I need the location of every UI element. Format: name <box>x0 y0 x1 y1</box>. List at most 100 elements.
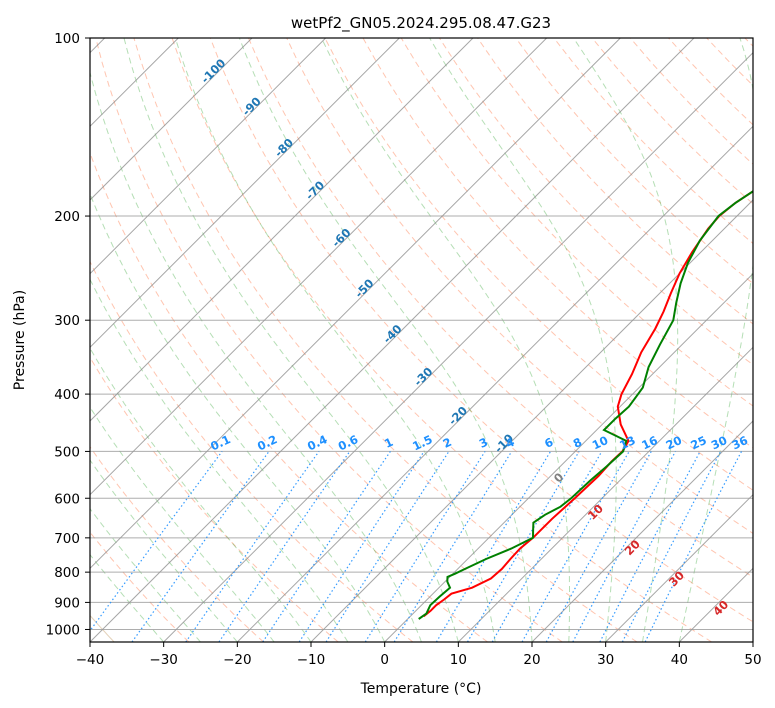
dry-adiabat <box>553 38 753 245</box>
isotherm-line <box>384 272 753 642</box>
moist-adiabat <box>321 38 571 642</box>
mixing-ratio-label: 8 <box>571 435 584 451</box>
dry-adiabat <box>744 38 753 47</box>
isotherm-line <box>678 567 753 642</box>
y-tick-label: 1000 <box>46 622 80 638</box>
y-tick-label: 500 <box>54 444 80 460</box>
mixing-ratio-line <box>131 451 270 642</box>
x-tick-label: 10 <box>450 652 467 668</box>
dry-adiabat <box>324 38 753 491</box>
isotherm-line <box>310 199 753 642</box>
mixing-ratio-line <box>262 451 391 642</box>
dry-adiabat <box>668 38 753 126</box>
y-tick-label: 400 <box>54 387 80 403</box>
moist-adiabat <box>123 38 459 642</box>
mixing-ratio-label: 25 <box>688 433 708 452</box>
theta-e-label: 10 <box>585 501 606 522</box>
y-tick-label: 200 <box>54 209 80 225</box>
mixing-ratio-line <box>545 451 652 642</box>
mixing-ratio-label: 36 <box>730 433 750 452</box>
mixing-ratio-line <box>325 451 450 642</box>
moist-adiabat <box>90 459 238 642</box>
theta-e-label: 0 <box>551 470 567 486</box>
mixing-ratio-label: 16 <box>639 433 659 452</box>
dry-adiabat <box>706 38 753 87</box>
mixing-ratio-line <box>644 451 743 642</box>
plot-frame <box>89 37 754 643</box>
mixing-ratio-line <box>435 451 552 642</box>
y-axis-label: Pressure (hPa) <box>12 290 28 390</box>
mixing-ratio-line <box>393 451 513 642</box>
dry-adiabat <box>286 38 753 535</box>
isotherm-label: -20 <box>446 403 471 428</box>
mixing-ratio-line <box>599 451 701 642</box>
y-tick-label: 600 <box>54 491 80 507</box>
dry-adiabat <box>95 38 563 642</box>
x-axis-label: Temperature (°C) <box>360 681 482 697</box>
isotherm-line <box>90 38 327 275</box>
isotherm-label: -40 <box>380 322 405 347</box>
isotherm-line <box>90 38 253 201</box>
isotherm-line <box>531 420 753 642</box>
isotherm-label: -60 <box>329 225 354 250</box>
isotherm-line <box>236 125 753 642</box>
moist-adiabat <box>90 553 165 642</box>
moist-adiabat <box>90 406 275 642</box>
isotherm-label: -80 <box>272 135 297 160</box>
x-tick-label: 0 <box>380 652 389 668</box>
moist-adiabat <box>90 192 386 642</box>
x-tick-label: −40 <box>76 652 105 668</box>
mixing-ratio-line <box>218 451 351 642</box>
mixing-ratio-line <box>621 451 722 642</box>
dry-adiabat <box>248 38 753 578</box>
mixing-ratio-line <box>521 451 630 642</box>
x-tick-label: 20 <box>523 652 540 668</box>
mixing-ratio-line <box>298 451 425 642</box>
temperature-profile-line <box>422 190 753 618</box>
mixing-ratio-label: 30 <box>709 433 729 452</box>
isotherm-line <box>163 51 753 642</box>
theta-e-label: 20 <box>622 537 643 558</box>
mixing-ratio-line <box>185 451 320 642</box>
moist-adiabat <box>678 38 753 642</box>
mixing-ratio-line <box>572 451 677 642</box>
moist-adiabat <box>174 38 496 642</box>
y-tick-label: 100 <box>54 31 80 47</box>
x-tick-label: −10 <box>297 652 326 668</box>
y-tick-label: 800 <box>54 565 80 581</box>
isotherm-line <box>605 493 753 642</box>
moist-adiabat <box>238 38 533 642</box>
x-tick-label: 30 <box>597 652 614 668</box>
isotherm-label: -90 <box>239 94 264 119</box>
mixing-ratio-label: 0.1 <box>208 432 232 453</box>
chart-title: wetPf2_GN05.2024.295.08.47.G23 <box>291 14 551 33</box>
mixing-ratio-label: 3 <box>477 435 490 451</box>
isotherm-label: -70 <box>303 178 328 203</box>
dry-adiabat <box>90 151 488 642</box>
moist-adiabat <box>90 70 422 642</box>
y-tick-label: 300 <box>54 313 80 329</box>
mixing-ratio-label: 10 <box>590 433 610 452</box>
mixing-ratio-label: 0.6 <box>336 432 360 453</box>
isotherm-line <box>90 38 548 496</box>
mixing-ratio-label: 6 <box>542 435 555 451</box>
isotherm-line <box>457 346 753 642</box>
dry-adiabat <box>591 38 753 205</box>
dry-adiabat <box>133 38 638 642</box>
isotherm-line <box>90 38 400 349</box>
moist-adiabat <box>90 347 312 642</box>
mixing-ratio-label: 20 <box>664 433 684 452</box>
dry-adiabat <box>515 38 753 285</box>
dry-adiabat <box>90 445 264 642</box>
theta-e-label: 30 <box>666 568 687 589</box>
mixing-ratio-label: 0.4 <box>305 432 329 453</box>
mixing-ratio-line <box>90 451 223 632</box>
dry-adiabat <box>171 38 712 642</box>
mixing-ratio-label: 0.2 <box>255 432 279 453</box>
moist-adiabat <box>90 278 349 642</box>
isotherm-line <box>752 641 753 642</box>
mixing-ratio-label: 13 <box>617 433 637 452</box>
moist-adiabat <box>429 38 617 642</box>
theta-e-label: 40 <box>710 597 731 618</box>
